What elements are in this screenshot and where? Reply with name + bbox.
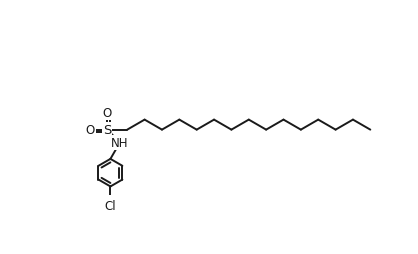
- Text: Cl: Cl: [104, 199, 116, 212]
- Text: O: O: [102, 107, 112, 120]
- Text: S: S: [103, 124, 111, 137]
- Text: NH: NH: [111, 136, 129, 149]
- Text: O: O: [86, 124, 95, 137]
